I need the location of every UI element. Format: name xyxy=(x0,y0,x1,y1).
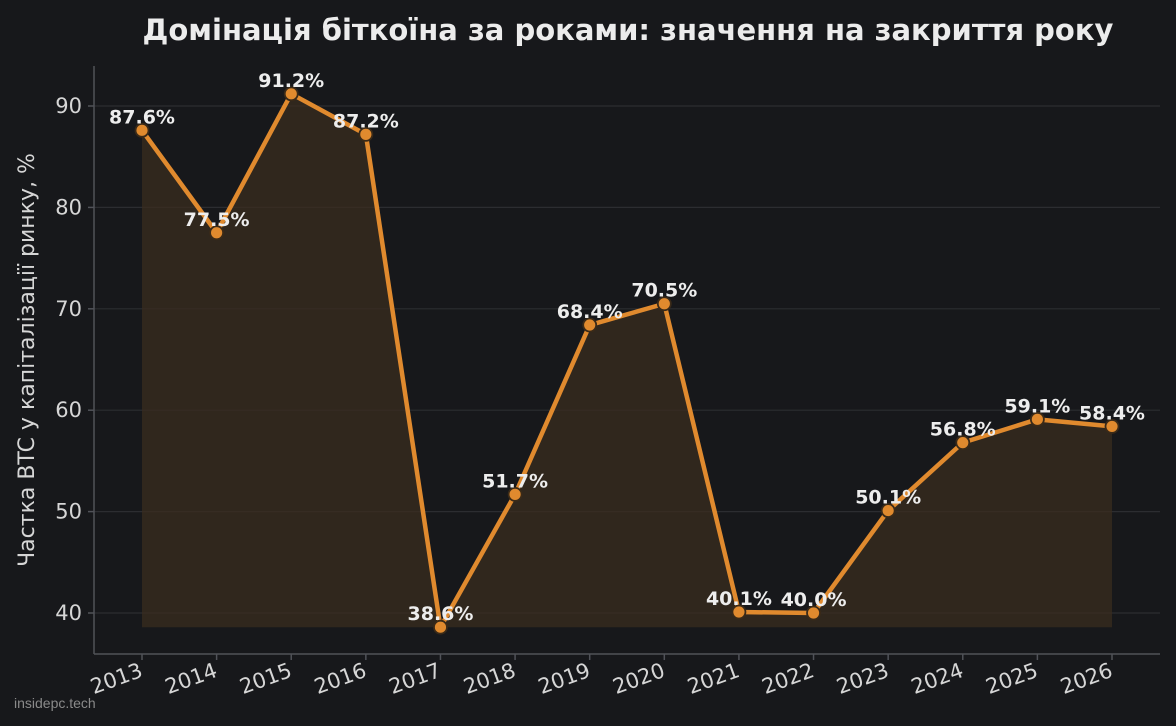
data-label-2019: 68.4% xyxy=(557,301,623,323)
x-tick-label-2015: 2015 xyxy=(237,658,295,699)
data-point-2020 xyxy=(656,296,672,312)
data-label-2015: 91.2% xyxy=(258,70,324,92)
series-line xyxy=(139,91,1115,630)
data-label-2022: 40.0% xyxy=(781,589,847,611)
y-tick-label-40: 40 xyxy=(55,601,82,625)
x-tick-label-2025: 2025 xyxy=(983,658,1041,699)
y-axis-label: Частка BTC у капіталізації ринку, % xyxy=(15,153,40,567)
data-label-2020: 70.5% xyxy=(631,280,697,302)
data-label-2024: 56.8% xyxy=(930,419,996,441)
series-line-layer xyxy=(139,91,1115,630)
data-point-2017 xyxy=(433,619,448,635)
area-fill-layer xyxy=(142,93,1112,628)
x-tick-label-2024: 2024 xyxy=(908,658,966,699)
x-tick-label-2019: 2019 xyxy=(535,658,593,699)
data-point-2025 xyxy=(1029,411,1045,427)
data-label-2013: 87.6% xyxy=(109,106,175,128)
data-label-2017: 38.6% xyxy=(408,603,474,625)
data-labels: 87.6% 77.5% 91.2% 87.2% 38.6% 51.7% 68.4% 70.5%… xyxy=(109,70,1145,625)
chart-title: Домінація біткоїна за роками: значення н… xyxy=(143,13,1114,47)
y-tick-label-50: 50 xyxy=(55,500,82,524)
y-tick-label-60: 60 xyxy=(55,398,82,422)
watermark: insidepc.tech xyxy=(14,695,96,711)
data-point-2019 xyxy=(582,317,598,333)
data-point-2014 xyxy=(209,225,225,241)
x-tick-label-2014: 2014 xyxy=(162,658,220,699)
data-label-2023: 50.1% xyxy=(855,487,921,509)
data-point-2013 xyxy=(134,122,150,138)
data-label-2025: 59.1% xyxy=(1004,395,1070,417)
x-tick-label-2018: 2018 xyxy=(460,658,518,699)
data-point-2026 xyxy=(1104,419,1120,434)
x-tick-label-2026: 2026 xyxy=(1057,658,1115,699)
data-label-2014: 77.5% xyxy=(184,209,250,231)
x-tick-label-2022: 2022 xyxy=(759,658,817,699)
x-tick-label-2023: 2023 xyxy=(833,658,891,699)
x-tick-label-2021: 2021 xyxy=(684,658,742,699)
data-label-2016: 87.2% xyxy=(333,110,399,132)
data-point-2018 xyxy=(507,486,523,502)
data-points xyxy=(134,86,1120,635)
x-tick-label-2020: 2020 xyxy=(610,658,668,699)
y-tick-label-70: 70 xyxy=(55,297,82,321)
x-tick-label-2017: 2017 xyxy=(386,658,444,699)
data-point-2024 xyxy=(955,435,971,451)
data-point-2023 xyxy=(880,503,896,518)
x-tick-label-2013: 2013 xyxy=(87,658,145,699)
axes xyxy=(88,66,1160,660)
x-tick-label-2016: 2016 xyxy=(311,658,369,699)
data-point-2015 xyxy=(283,86,299,102)
y-tick-label-80: 80 xyxy=(55,195,82,219)
data-point-2016 xyxy=(358,126,374,142)
y-tick-label-90: 90 xyxy=(55,94,82,118)
data-label-2021: 40.1% xyxy=(706,588,772,610)
data-label-2026: 58.4% xyxy=(1079,402,1145,424)
data-label-2018: 51.7% xyxy=(482,470,548,492)
data-point-2022 xyxy=(806,605,821,621)
x-tick-labels: 2013 2014 2015 2016 2017 2018 2019 2020 2021 2022… xyxy=(87,658,1115,699)
area-fill xyxy=(142,93,1112,628)
data-point-2021 xyxy=(731,604,747,620)
y-tick-labels: 40 50 60 70 80 90 xyxy=(55,94,82,625)
